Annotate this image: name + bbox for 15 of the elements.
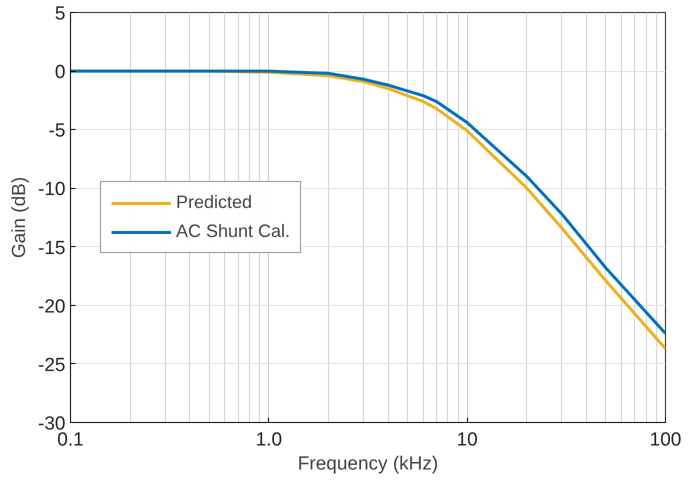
- y-tick-label: 5: [54, 4, 66, 24]
- y-tick-label: -5: [48, 120, 66, 142]
- legend-label: AC Shunt Cal.: [176, 221, 290, 242]
- x-tick-label: 1.0: [256, 430, 282, 450]
- x-tick-label: 10: [456, 430, 478, 450]
- y-tick-label: 0: [54, 62, 66, 84]
- x-tick-label: 100: [650, 430, 682, 450]
- y-tick-label: -20: [38, 296, 66, 318]
- y-axis-title: Gain (dB): [9, 176, 30, 258]
- x-axis-title: Frequency (kHz): [298, 454, 438, 474]
- legend-label: Predicted: [176, 192, 252, 213]
- y-tick-label: -10: [38, 179, 66, 200]
- y-tick-label: -25: [38, 354, 66, 376]
- y-tick-label: -15: [38, 238, 66, 259]
- x-tick-label: 0.1: [57, 430, 84, 450]
